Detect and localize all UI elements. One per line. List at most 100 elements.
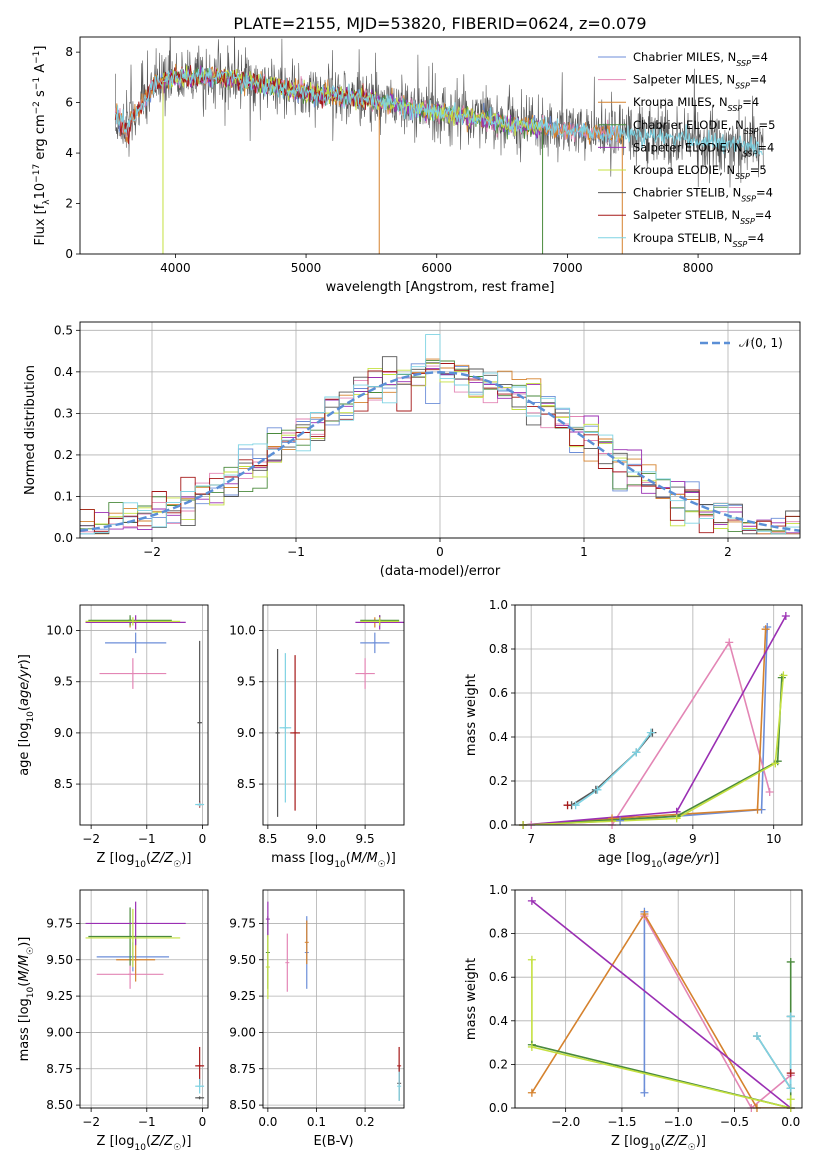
axes-frame [514, 604, 803, 826]
series-line-kroupa-elodie [523, 675, 785, 825]
y-tick-label: 9.75 [229, 916, 256, 930]
mass-weight-vs-Z-plot-area [531, 900, 792, 1108]
series-point-kroupa-elodie [672, 814, 681, 823]
series-point-kroupa-elodie [527, 955, 536, 964]
axes-frame [79, 321, 801, 539]
x-axis-label: (data-model)/error [380, 564, 501, 579]
x-tick-label: 0 [436, 545, 444, 559]
y-tick-label: 8 [65, 45, 73, 59]
residual-histogram-plot-area [80, 334, 800, 535]
x-tick-label: 1 [580, 545, 588, 559]
y-tick-label: 8.50 [46, 1098, 73, 1112]
y-tick-label: 0.5 [54, 323, 73, 337]
series-point-kroupa-miles [640, 909, 649, 918]
series-line-salpeter-miles [531, 640, 771, 825]
y-axis-label: age [log10(age/yr)] [17, 654, 36, 776]
series-point-chabrier-miles [640, 1088, 649, 1097]
y-tick-label: 10.0 [229, 624, 256, 638]
y-tick-label: 0.4 [54, 365, 73, 379]
series-point-kroupa-elodie [527, 1042, 536, 1051]
series-point-chabrier-elodie [786, 957, 795, 966]
y-tick-label: 0.8 [489, 642, 508, 656]
y-tick-label: 2 [65, 197, 73, 211]
series-line-salpeter-elodie [523, 615, 787, 825]
series-point-kroupa-elodie [771, 759, 780, 768]
x-tick-label: −1.5 [607, 1115, 636, 1129]
x-tick-label: 0 [199, 832, 207, 846]
series-point-kroupa-stelib [571, 801, 580, 810]
x-tick-label: 0.1 [307, 1115, 326, 1129]
legend-entry: Kroupa MILES, NSSP=4 [633, 95, 759, 113]
x-tick-label: 9.5 [356, 832, 375, 846]
x-axis-label: mass [log10(M/M☉)] [271, 851, 396, 870]
series-point-kroupa-stelib [786, 1084, 795, 1093]
spectrum-legend: Chabrier MILES, NSSP=4 Salpeter MILES, NS… [598, 50, 775, 248]
series-line-salpeter-miles [643, 915, 792, 1108]
series-line-kroupa-miles [531, 912, 791, 1108]
y-tick-label: 0.0 [54, 531, 73, 545]
y-tick-label: 9.00 [46, 1025, 73, 1039]
y-tick-label: 4 [65, 146, 73, 160]
legend-entry: Chabrier ELODIE, NSSP=5 [633, 118, 775, 136]
series-point-kroupa-stelib [752, 1032, 761, 1041]
y-tick-label: 9.5 [237, 675, 256, 689]
spectrum-plot-area [114, 37, 764, 254]
y-tick-label: 9.25 [229, 989, 256, 1003]
residual-histogram-panel: −2 −1 0 1 2 0.0 0.1 0.2 0.3 0.4 0.5 (data-model)/er… [23, 321, 801, 579]
y-tick-label: 0.3 [54, 406, 73, 420]
x-tick-label: −0.5 [720, 1115, 749, 1129]
axes-frame [79, 889, 209, 1109]
legend-entry: Chabrier STELIB, NSSP=4 [633, 186, 773, 204]
x-tick-label: −1.0 [664, 1115, 693, 1129]
series-line-kroupa-stelib [575, 732, 652, 806]
x-tick-label: 9 [689, 832, 697, 846]
legend-entry: Kroupa STELIB, NSSP=4 [633, 231, 764, 249]
axes-frame [79, 604, 209, 826]
y-tick-label: 0.8 [489, 927, 508, 941]
y-axis-label: Normed distribution [23, 365, 38, 495]
x-tick-label: −1 [287, 545, 305, 559]
axes-frame [262, 604, 405, 826]
mass-vs-EBV-plot-area [265, 901, 402, 1101]
x-tick-label: 6000 [421, 261, 452, 275]
y-axis-label: Flux [fλ10−17 erg cm−2 s−1 A−1] [32, 46, 52, 246]
x-axis-label: Z [log10(Z/Z☉)] [97, 851, 192, 870]
series-point-kroupa-stelib [593, 785, 602, 794]
series-point-salpeter-miles [765, 788, 774, 796]
series-point-kroupa-elodie [779, 671, 788, 680]
mass-vs-Z-plot-area [85, 901, 205, 1100]
mass-weight-vs-Z-panel: −2.0 −1.5 −1.0 −0.5 0.0 0.0 0.2 0.4 0.6 0.8 1.0 Z [… [464, 883, 803, 1153]
axes-frame [79, 36, 801, 255]
spectrum-panel: 4000 5000 6000 7000 8000 0 2 4 6 8 wavelength [Ang… [32, 36, 801, 295]
x-tick-label: −1 [138, 832, 156, 846]
series-line-kroupa-stelib [756, 1016, 792, 1092]
y-tick-label: 0.2 [489, 1057, 508, 1071]
x-tick-label: 8000 [683, 261, 714, 275]
x-tick-label: −1 [138, 1115, 156, 1129]
y-tick-label: 8.5 [54, 777, 73, 791]
series-point-chabrier-miles [616, 816, 625, 825]
y-tick-label: 0.2 [489, 774, 508, 788]
age-vs-mass-panel: 8.5 9.0 9.5 8.5 9.0 9.5 10.0 mass [log10(M/M☉)] [229, 604, 405, 870]
series-line-kroupa-elodie [531, 959, 792, 1108]
series-point-kroupa-miles [753, 805, 762, 814]
y-tick-label: 9.50 [46, 953, 73, 967]
x-axis-label: Z [log10(Z/Z☉)] [97, 1134, 192, 1153]
x-tick-label: −2 [143, 545, 161, 559]
y-tick-label: 9.0 [54, 726, 73, 740]
x-tick-label: 0 [199, 1115, 207, 1129]
mass-vs-EBV-panel: 0.0 0.1 0.2 8.50 8.75 9.00 9.25 9.50 9.75 E(B-V) [229, 889, 405, 1149]
series-line-chabrier-elodie [523, 677, 783, 825]
histogram-kroupa-stelib [80, 334, 800, 535]
normal-curve [80, 371, 800, 532]
figure-title: PLATE=2155, MJD=53820, FIBERID=0624, z=0… [233, 14, 646, 33]
x-tick-label: 9.0 [307, 832, 326, 846]
series-point-salpeter-miles [725, 638, 734, 647]
x-tick-label: −2.0 [551, 1115, 580, 1129]
x-tick-label: −2 [82, 1115, 100, 1129]
age-vs-Z-panel: −2 −1 0 8.5 9.0 9.5 10.0 Z [log10(Z/Z☉)] age [lo… [17, 604, 209, 870]
series-line-chabrier-stelib [756, 1016, 792, 1092]
y-tick-label: 0.6 [489, 970, 508, 984]
y-tick-label: 9.25 [46, 989, 73, 1003]
